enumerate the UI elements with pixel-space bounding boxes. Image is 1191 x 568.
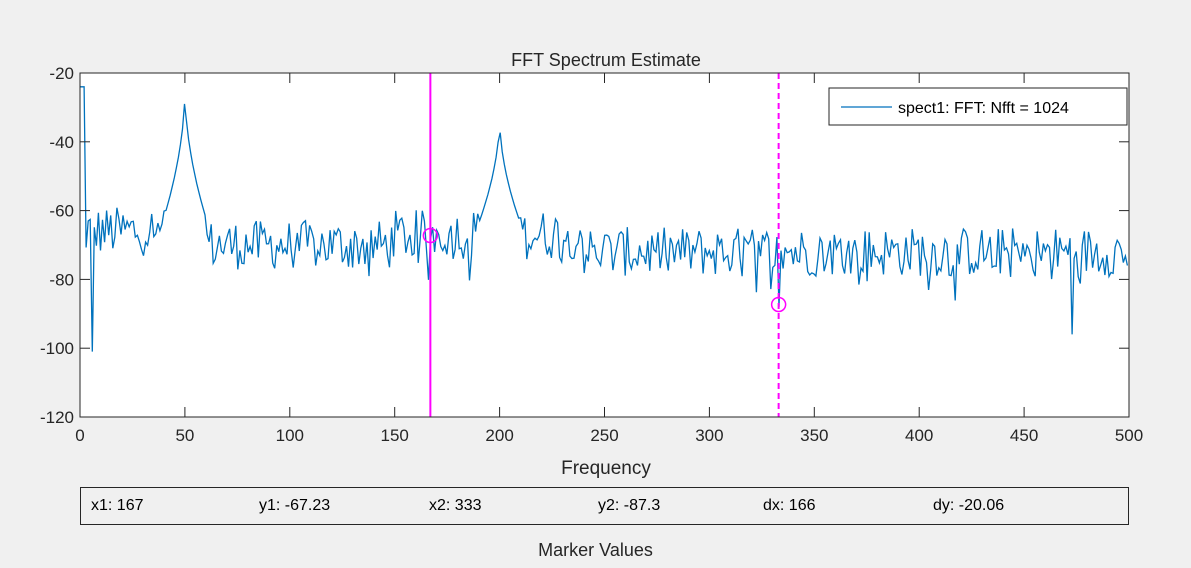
x-tick-label: 200: [485, 426, 513, 445]
x-axis-label: Frequency: [561, 458, 651, 479]
marker-values-panel: x1: 167 y1: -67.23 x2: 333 y2: -87.3 dx:…: [80, 487, 1129, 525]
x-tick-label: 500: [1115, 426, 1143, 445]
x-tick-label: 100: [276, 426, 304, 445]
x-tick-label: 400: [905, 426, 933, 445]
axes-background: [80, 73, 1129, 417]
marker-values-title: Marker Values: [538, 540, 653, 560]
x-tick-label: 450: [1010, 426, 1038, 445]
marker-x2-value: x2: 333: [429, 497, 482, 514]
x-tick-label: 250: [590, 426, 618, 445]
tick-layer: 0 50 100 150 200 250 300 350 400 450 500 -20 -40 -60 -…: [40, 64, 1143, 445]
chart-title: FFT Spectrum Estimate: [511, 50, 701, 70]
marker-dy-value: dy: -20.06: [933, 497, 1005, 514]
x-tick-label: 0: [75, 426, 84, 445]
marker-y1-value: y1: -67.23: [259, 497, 331, 514]
series-line-spect1: [80, 86, 1129, 352]
x-tick-label: 350: [800, 426, 828, 445]
y-tick-label: -40: [49, 133, 74, 152]
legend[interactable]: spect1: FFT: Nfft = 1024: [828, 87, 1128, 126]
x-tick-label: 50: [175, 426, 194, 445]
y-tick-label: -60: [49, 202, 74, 221]
series-layer: [80, 86, 1129, 352]
y-tick-label: -80: [49, 270, 74, 289]
legend-label-spect1: spect1: FFT: Nfft = 1024: [898, 100, 1069, 117]
x-tick-label: 300: [695, 426, 723, 445]
marker-point-x2[interactable]: [770, 296, 787, 313]
marker-dx-value: dx: 166: [763, 497, 816, 514]
y-tick-label: -100: [40, 339, 74, 358]
marker-layer: [422, 73, 787, 417]
x-tick-label: 150: [381, 426, 409, 445]
marker-y2-value: y2: -87.3: [598, 497, 661, 514]
y-tick-label: -120: [40, 408, 74, 427]
marker-point-x1[interactable]: [422, 227, 439, 244]
marker-x1-value: x1: 167: [91, 497, 144, 514]
y-tick-label: -20: [49, 64, 74, 83]
